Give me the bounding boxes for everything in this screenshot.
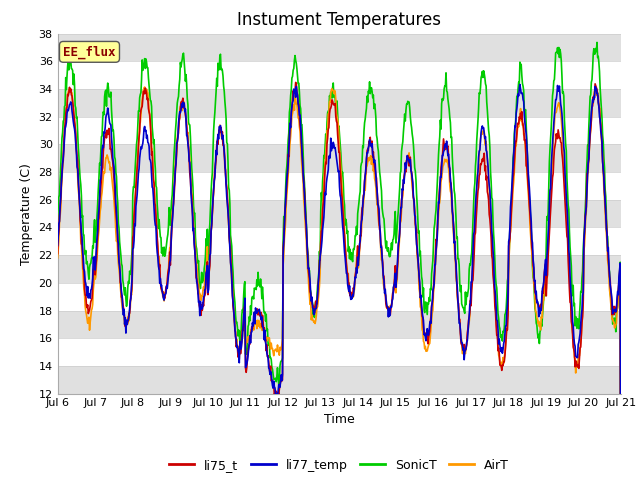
Bar — [58, 228, 621, 255]
Y-axis label: Temperature (C): Temperature (C) — [20, 163, 33, 264]
Bar — [58, 338, 621, 366]
Legend: li75_t, li77_temp, SonicT, AirT: li75_t, li77_temp, SonicT, AirT — [164, 454, 515, 477]
Bar — [58, 117, 621, 144]
Title: Instument Temperatures: Instument Temperatures — [237, 11, 441, 29]
Text: EE_flux: EE_flux — [63, 45, 116, 59]
Bar — [58, 283, 621, 311]
Bar — [58, 61, 621, 89]
Bar — [58, 172, 621, 200]
X-axis label: Time: Time — [324, 413, 355, 426]
